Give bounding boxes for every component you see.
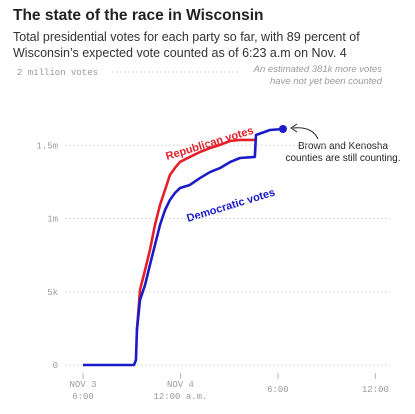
subtitle: Wisconsin’s expected vote counted as of … [13,46,347,60]
annotation: have not yet been counted [270,76,383,87]
arrow [292,127,319,140]
annotation: Brown and Kenosha [298,141,389,152]
y-tick-label: 1.5m [36,141,58,151]
x-tick-label: NOV 4 [167,380,194,390]
y-tick-label: 0 [53,361,58,371]
line [82,127,284,367]
arrow-head [290,123,298,133]
x-tick-label: NOV 3 [69,380,96,390]
x-tick-label: 6:00 [72,392,94,402]
annotation: counties are still counting. [285,153,400,164]
end-dot [278,124,287,133]
y-tick-label: 1m [47,215,58,225]
x-tick-label: 6:00 [267,385,289,395]
y-tick-label: 2 million votes [17,68,98,78]
series-label: Democratic votes [185,187,276,225]
x-tick-label: 12:00 [362,385,389,395]
annotation: An estimated 381k more votes [253,64,383,75]
line [135,138,256,331]
subtitle: Total presidential votes for each party … [13,30,360,44]
y-tick-label: 5k [47,288,58,298]
chart-title: The state of the race in Wisconsin [13,7,264,24]
x-tick-label: 12:00 a.m. [153,392,207,402]
